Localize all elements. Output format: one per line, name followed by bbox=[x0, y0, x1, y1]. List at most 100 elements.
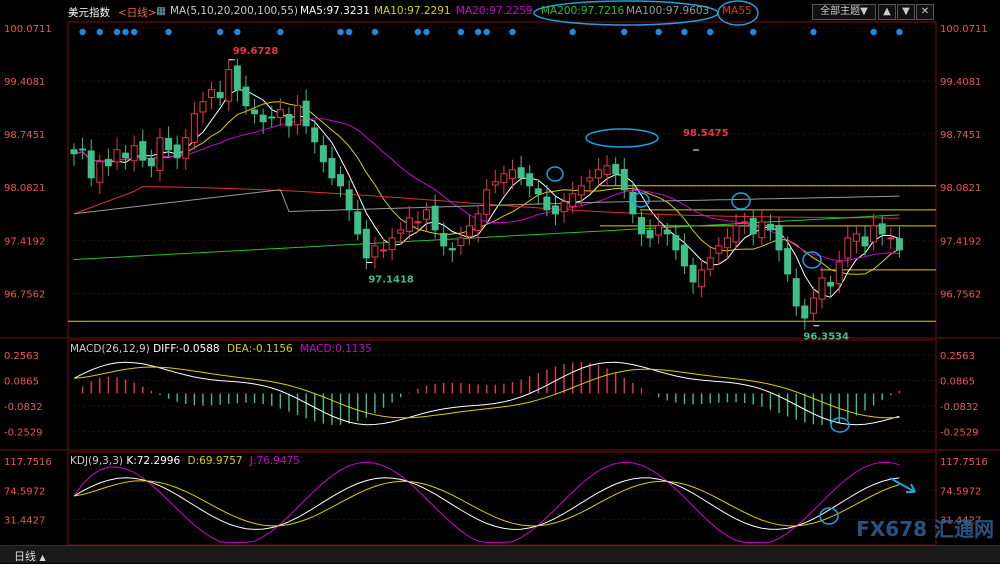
candle-body bbox=[139, 141, 147, 161]
candle-body bbox=[388, 237, 396, 251]
candle-body bbox=[405, 217, 413, 232]
candle-body bbox=[311, 127, 319, 143]
candle-body bbox=[448, 248, 456, 251]
candle-body bbox=[827, 281, 835, 287]
candle-body bbox=[431, 205, 439, 231]
macd-tick-left: -0.0832 bbox=[4, 402, 43, 413]
event-dot bbox=[371, 28, 379, 36]
candle-body bbox=[741, 221, 749, 224]
candle-body bbox=[380, 249, 388, 252]
kdj-tick-right: 74.5972 bbox=[940, 486, 981, 497]
macd-tick-right: -0.2529 bbox=[940, 427, 979, 438]
candle-body bbox=[895, 238, 903, 251]
annotation-label: 98.5475 bbox=[683, 128, 729, 139]
candle-body bbox=[79, 148, 87, 151]
event-dot bbox=[870, 28, 877, 36]
candle-body bbox=[113, 149, 121, 163]
candle-body bbox=[878, 223, 886, 235]
theme-dropdown[interactable]: 全部主题▼ bbox=[812, 4, 876, 20]
scroll-up-button[interactable]: ▲ bbox=[878, 4, 896, 20]
highlight-circle bbox=[802, 251, 822, 269]
kdj-d-line bbox=[73, 480, 900, 527]
macd-tick-left: -0.2529 bbox=[4, 427, 43, 438]
highlight-ellipse bbox=[717, 0, 759, 26]
y-tick-label-left: 96.7562 bbox=[4, 289, 45, 300]
candle-body bbox=[276, 109, 284, 119]
candle-body bbox=[732, 225, 740, 243]
candle-body bbox=[362, 228, 370, 259]
candle-body bbox=[397, 229, 405, 234]
kdj-j-line bbox=[73, 461, 900, 543]
kdj-tick-left: 74.5972 bbox=[4, 486, 45, 497]
period-tab[interactable]: 日线 ▲ bbox=[14, 548, 46, 564]
period-label[interactable]: <日线> bbox=[118, 7, 157, 19]
kdj-k: K:72.2996 bbox=[126, 455, 181, 467]
candle-body bbox=[749, 217, 757, 235]
event-dot bbox=[216, 28, 224, 36]
event-dot bbox=[96, 28, 103, 36]
dea-line bbox=[73, 366, 900, 419]
candle-body bbox=[835, 261, 843, 285]
candle-body bbox=[706, 257, 714, 270]
event-dot bbox=[621, 28, 628, 36]
event-dot bbox=[810, 28, 817, 36]
close-button[interactable]: ✕ bbox=[916, 4, 934, 20]
candle-body bbox=[328, 158, 336, 179]
macd-tick-right: 0.2563 bbox=[940, 351, 975, 362]
kdj-tick-left: 117.7516 bbox=[4, 457, 52, 468]
kdj-panel-graphics bbox=[73, 461, 900, 543]
macd-dea: DEA:-0.1156 bbox=[226, 343, 293, 355]
candle-body bbox=[569, 193, 577, 207]
candle-body bbox=[500, 173, 508, 184]
candle-body bbox=[612, 163, 620, 175]
candle-body bbox=[861, 236, 869, 247]
event-dot bbox=[457, 28, 465, 36]
indicator-icon[interactable]: ▦ bbox=[156, 5, 166, 17]
candle-body bbox=[216, 91, 224, 99]
event-dot bbox=[707, 28, 714, 36]
kdj-d: D:69.9757 bbox=[187, 455, 243, 467]
kdj-label: KDJ(9,3,3) bbox=[70, 455, 123, 467]
highlight-circle bbox=[632, 192, 650, 208]
candle-body bbox=[354, 211, 362, 235]
highlight-circle bbox=[830, 417, 850, 433]
y-tick-label-right: 97.4192 bbox=[940, 236, 981, 247]
candle-body bbox=[775, 224, 783, 251]
y-tick-label-left: 98.0821 bbox=[4, 183, 45, 194]
candle-body bbox=[698, 269, 706, 288]
candle-body bbox=[96, 161, 104, 183]
highlight-circle bbox=[546, 166, 564, 182]
candle-body bbox=[792, 278, 800, 307]
candle-body bbox=[852, 233, 860, 242]
y-tick-label-right: 98.0821 bbox=[940, 183, 981, 194]
candle-body bbox=[526, 173, 534, 187]
y-tick-label-right: 96.7562 bbox=[940, 289, 981, 300]
event-dot bbox=[234, 28, 241, 36]
period-tab-bar: 日线 ▲ bbox=[0, 545, 1000, 563]
candle-body bbox=[87, 150, 95, 179]
candle-body bbox=[844, 237, 852, 259]
kdj-tick-left: 31.4427 bbox=[4, 516, 45, 527]
kdj-header: KDJ(9,3,3) K:72.2996 D:69.9757 J:76.9475 bbox=[70, 455, 300, 467]
candle-body bbox=[457, 237, 465, 247]
event-dot bbox=[345, 28, 353, 36]
scroll-down-button[interactable]: ▼ bbox=[897, 4, 915, 20]
candle-body bbox=[870, 225, 878, 243]
ma55-value: MA55 bbox=[722, 5, 752, 17]
event-dot bbox=[681, 28, 688, 36]
macd-tick-right: -0.0832 bbox=[940, 402, 979, 413]
ma100-value: MA100:97.9603 bbox=[626, 5, 710, 17]
event-dot bbox=[509, 28, 516, 36]
candle-body bbox=[801, 305, 809, 319]
candle-body bbox=[294, 105, 302, 126]
highlight-ellipse bbox=[585, 128, 659, 148]
event-dot bbox=[130, 28, 138, 36]
candle-body bbox=[887, 237, 895, 240]
y-tick-label-left: 100.0711 bbox=[4, 24, 52, 35]
candle-body bbox=[466, 225, 474, 237]
y-tick-label-right: 98.7451 bbox=[940, 130, 981, 141]
kdj-j: J:76.9475 bbox=[249, 455, 300, 467]
candle-body bbox=[165, 137, 173, 151]
candle-body bbox=[225, 69, 233, 102]
